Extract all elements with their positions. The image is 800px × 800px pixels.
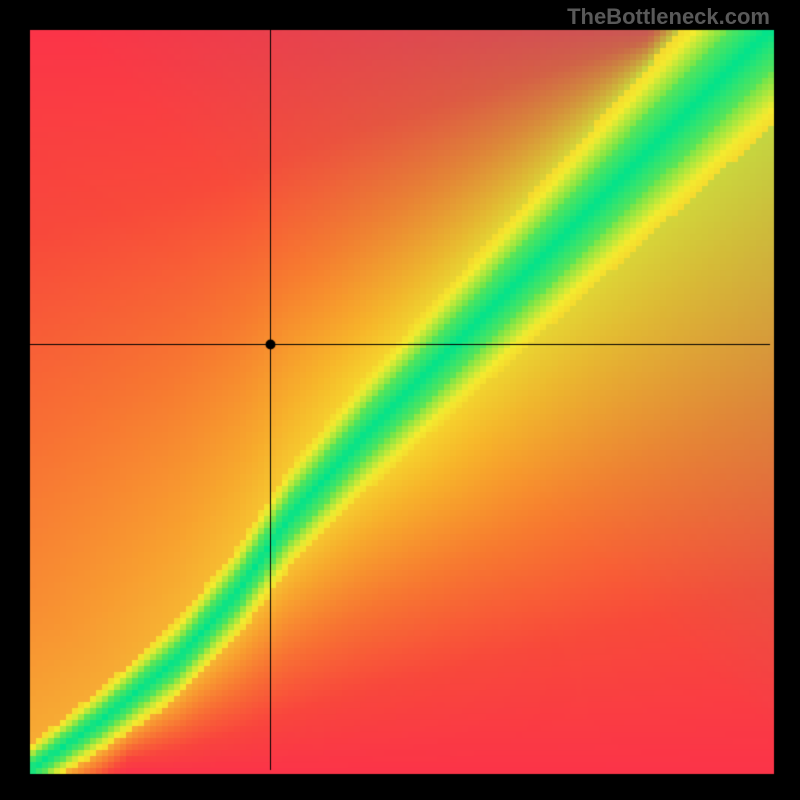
heatmap-canvas: [0, 0, 800, 800]
watermark-text: TheBottleneck.com: [567, 4, 770, 30]
chart-container: TheBottleneck.com: [0, 0, 800, 800]
